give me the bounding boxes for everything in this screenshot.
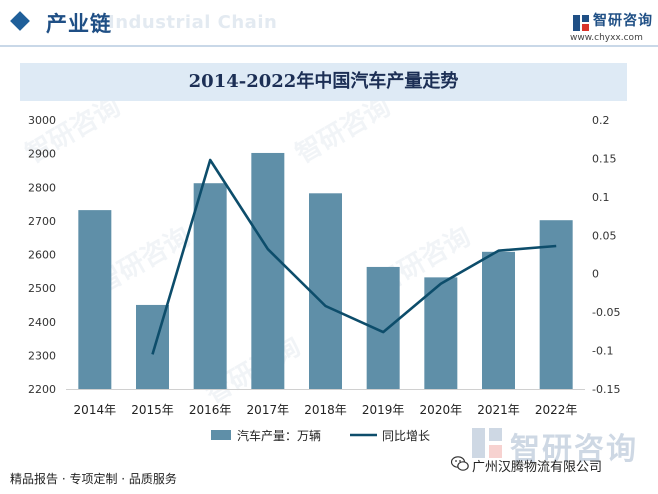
y-right-tick-label: -0.05: [592, 306, 620, 319]
chart-title-band: 2014-2022年中国汽车产量走势: [20, 63, 627, 101]
bar-2022年: [539, 220, 573, 389]
chart-title: 2014-2022年中国汽车产量走势: [188, 71, 459, 92]
x-tick-label: 2021年: [477, 403, 520, 417]
page-header: 产业链 Industrial Chain 智研咨询 www.chyxx.com: [0, 0, 658, 47]
x-tick-label: 2020年: [420, 403, 463, 417]
bar-2021年: [482, 251, 515, 389]
legend-swatch-bar: [211, 430, 231, 440]
header-watermark: Industrial Chain: [108, 12, 278, 33]
bar-2017年: [251, 152, 285, 389]
growth-line: [151, 158, 557, 355]
bar-2014年: [78, 210, 112, 389]
footer-watermark-logo-icon: [472, 428, 502, 458]
y-left-tick-label: 2900: [28, 148, 56, 161]
y-left-tick-label: 2700: [28, 215, 56, 228]
y-right-tick-label: 0.1: [592, 191, 610, 204]
bar-2016年: [193, 183, 227, 389]
y-right-tick-label: 0.15: [592, 152, 617, 165]
footer-company: 广州汉腾物流有限公司: [472, 460, 603, 475]
y-left-tick-label: 2200: [28, 383, 56, 396]
legend-label-bar: 汽车产量：万辆: [237, 428, 321, 443]
bar-2018年: [309, 193, 342, 389]
y-left-tick-label: 2800: [28, 181, 56, 194]
bar-2020年: [424, 277, 458, 389]
logo-url: www.chyxx.com: [570, 33, 643, 43]
y-left-tick-label: 2500: [28, 282, 56, 295]
x-tick-label: 2017年: [247, 403, 290, 417]
header-divider: [0, 45, 658, 47]
footer-slogan: 精品报告 · 专项定制 · 品质服务: [10, 472, 177, 486]
x-tick-label: 2022年: [535, 403, 578, 417]
wechat-icon: [451, 456, 469, 471]
legend-label-line: 同比增长: [382, 429, 430, 443]
logo-icon: [573, 15, 589, 31]
y-right-tick-label: -0.1: [592, 345, 613, 358]
y-left-tick-label: 2600: [28, 249, 56, 262]
section-title: 产业链: [46, 12, 112, 36]
y-right-tick-label: -0.15: [592, 383, 620, 396]
y-left-tick-label: 3000: [28, 114, 56, 127]
footer-watermark-text: 智研咨询: [510, 432, 638, 467]
logo-name: 智研咨询: [593, 13, 653, 29]
x-tick-label: 2018年: [304, 403, 347, 417]
y-left-tick-label: 2300: [28, 349, 56, 362]
y-right-tick-label: 0: [592, 268, 599, 281]
x-tick-label: 2014年: [74, 403, 117, 417]
y-right-tick-label: 0.2: [592, 114, 610, 127]
y-right-tick-label: 0.05: [592, 229, 617, 242]
x-tick-label: 2019年: [362, 403, 405, 417]
x-tick-label: 2015年: [131, 403, 174, 417]
y-left-tick-label: 2400: [28, 316, 56, 329]
x-tick-label: 2016年: [189, 403, 232, 417]
